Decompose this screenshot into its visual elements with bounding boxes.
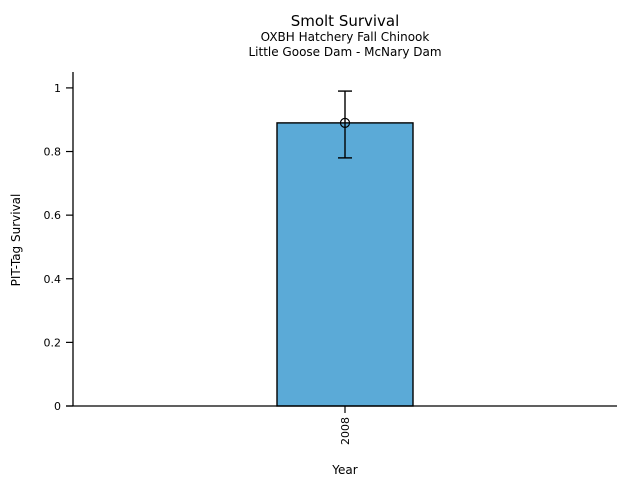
y-tick-label: 0.2: [44, 336, 62, 349]
y-tick-label: 0.8: [44, 146, 62, 159]
x-axis-label: Year: [331, 463, 357, 477]
chart-header: Smolt Survival OXBH Hatchery Fall Chinoo…: [73, 0, 617, 59]
bar: [276, 122, 414, 407]
y-tick-label: 0.6: [44, 209, 62, 222]
chart-subtitle-line1: OXBH Hatchery Fall Chinook: [260, 30, 430, 44]
chart-subtitle-line2: Little Goose Dam - McNary Dam: [248, 44, 442, 59]
y-axis-label: PIT-Tag Survival: [9, 194, 23, 287]
y-tick-label: 0: [54, 400, 61, 413]
y-tick-label: 0.4: [44, 273, 62, 286]
y-tick-label: 1: [54, 82, 61, 95]
plot-marks: 0 0.2 0.4 0.6 0.8 1 2008: [44, 72, 617, 445]
x-tick-label: 2008: [339, 417, 352, 445]
mean-marker: [339, 117, 351, 128]
chart-title: Smolt Survival: [290, 12, 400, 30]
